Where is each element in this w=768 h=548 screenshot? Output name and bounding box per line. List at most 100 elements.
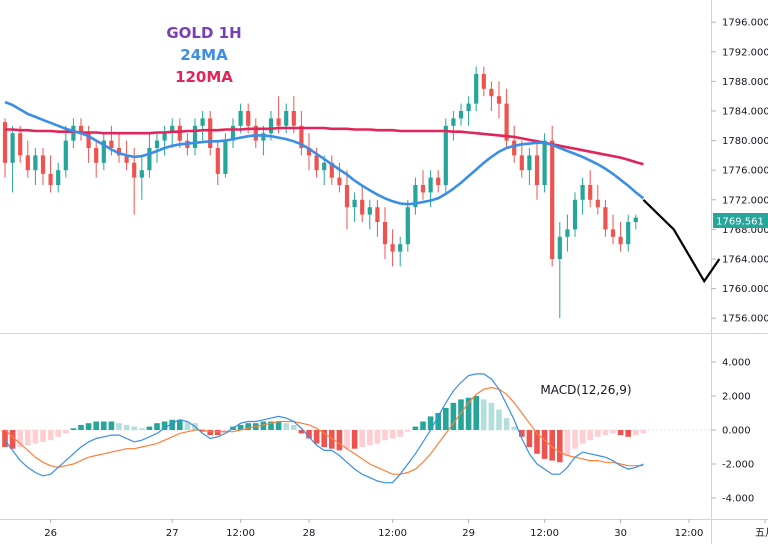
macd-histogram-bar [587,430,593,441]
macd-histogram-bar [397,430,403,437]
macd-histogram-bar [9,430,16,449]
candle-up [162,133,167,141]
candle-up [322,162,327,171]
macd-histogram-bar [123,424,130,430]
macd-histogram-bar [283,423,289,430]
candle-up [139,170,144,178]
macd-histogram-bar [63,430,69,434]
macd-label: MACD(12,26,9) [540,383,631,397]
candle-down [481,74,486,89]
macd-histogram-bar [549,430,555,461]
candle-down [306,148,312,156]
price-axis-tick-label: 1768.000 [722,225,768,236]
macd-histogram-bar [268,421,274,430]
candle-down [215,148,220,174]
price-axis[interactable]: 1796.000 1792.000 1788.000 1784.000 1780.000… [711,18,768,325]
time-axis-label: 12:00 [675,528,704,539]
macd-histogram-bar [359,430,365,447]
candle-down [48,173,53,185]
candle-down [337,177,342,185]
candle-down [550,140,555,259]
price-axis-tick-label: 1780.000 [722,136,768,147]
macd-histogram-bar [298,430,305,434]
candle-up [398,244,403,252]
price-axis-tick-label: 1796.000 [722,18,768,29]
candle-down [40,155,46,174]
time-axis-label: 12:00 [378,528,407,539]
macd-histogram-bar [443,407,449,430]
macd-histogram-bar [595,430,601,437]
macd-histogram-bar [458,399,464,430]
macd-histogram-bar [382,430,388,441]
candle-down [253,125,258,141]
macd-axis[interactable]: 4.000 2.000 0.000 -2.000 -4.000 [711,358,754,505]
price-axis-tick-label: 1776.000 [722,166,768,177]
macd-histogram-bar [78,424,84,430]
candle-down [588,185,593,200]
macd-histogram-bar [55,430,61,437]
macd-histogram-bar [306,430,312,439]
macd-histogram-bar [40,430,46,442]
macd-histogram-bar [321,430,327,447]
candle-down [390,244,395,252]
time-axis-label: 30 [614,528,627,539]
macd-histogram-bar [344,430,350,449]
candle-down [299,125,304,148]
candle-down [132,162,137,178]
candle-up [572,199,578,230]
macd-histogram-bar [564,430,571,456]
macd-histogram-bar [146,426,153,430]
macd-histogram-bar [541,430,548,459]
macd-histogram-bar [116,423,122,430]
macd-histogram-bar [526,430,533,447]
macd-histogram-bar [481,399,487,430]
candle-up [413,185,418,208]
candle-up [261,133,266,141]
candle-up [238,111,243,126]
macd-pane [0,373,711,484]
candle-down [291,111,296,126]
price-axis-tick-label: 1756.000 [722,314,768,325]
macd-histogram-bar [93,421,99,430]
chart-title-block: GOLD 1H 24MA 120MA [166,24,241,86]
time-axis-label: 12:00 [226,528,255,539]
title-24ma: 24MA [180,46,228,64]
candle-down [382,222,388,245]
candle-up [474,74,479,104]
candle-up [170,125,175,134]
candle-down [177,125,182,141]
macd-histogram-bar [640,430,647,434]
macd-histogram-bar [70,428,77,430]
candle-up [557,236,562,259]
macd-histogram-bar [313,430,320,444]
candle-up [192,125,198,148]
ma24-line [4,100,645,206]
candle-down [534,155,540,185]
candle-up [428,177,433,193]
candle-down [504,103,509,141]
macd-histogram-bar [488,402,495,430]
candle-down [512,140,517,156]
candle-up [542,140,547,185]
macd-axis-tick-label: 2.000 [722,392,751,403]
macd-histogram-bar [503,418,510,430]
macd-histogram-bar [215,430,221,436]
macd-histogram-bar [154,423,160,430]
candle-down [595,199,600,208]
price-axis-tick-label: 1760.000 [722,284,768,295]
candle-up [443,125,448,185]
macd-histogram-bar [32,430,39,444]
time-axis-label: 12:00 [530,528,559,539]
candle-down [25,155,30,171]
macd-histogram-bar [602,430,609,436]
macd-histogram-bar [610,430,616,434]
candle-up [268,118,274,134]
candle-down [314,155,319,171]
macd-histogram-bar [139,428,145,430]
price-axis-tick-label: 1764.000 [722,255,768,266]
candle-down [344,185,350,208]
candle-up [633,217,638,222]
candle-up [367,207,372,215]
time-axis[interactable]: 26 27 12:00 28 12:00 29 12:00 30 12:00 五月 [44,519,768,539]
